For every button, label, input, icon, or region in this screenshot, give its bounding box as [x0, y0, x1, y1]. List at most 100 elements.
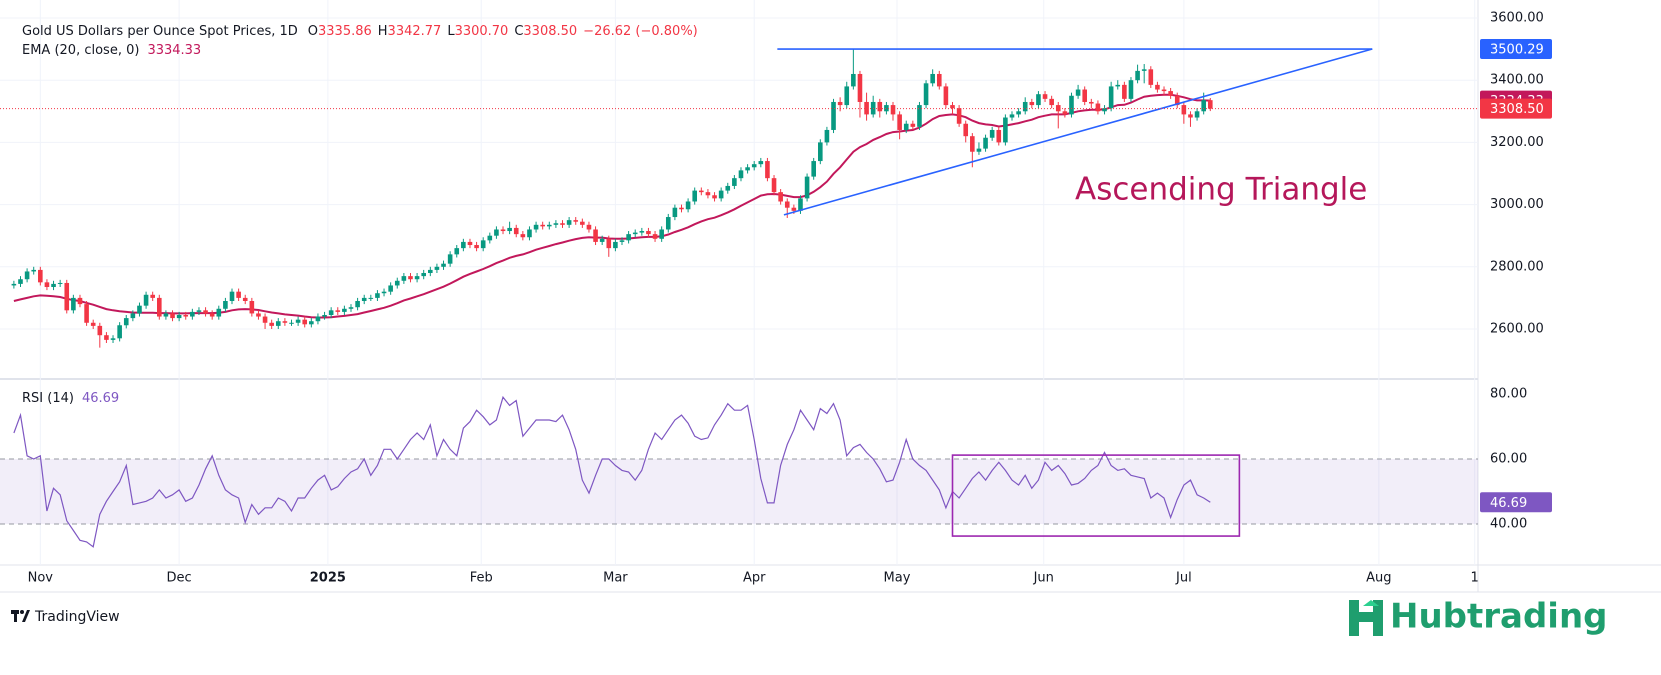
candle-body [38, 269, 43, 283]
candle-body [44, 282, 50, 288]
candle-body [864, 101, 869, 115]
brand-logo [1349, 600, 1383, 636]
candle-body [725, 185, 731, 191]
rsi-name: RSI (14) [22, 391, 74, 406]
candle-body [1108, 86, 1114, 109]
candle-body [1161, 89, 1167, 92]
candle-body [137, 305, 142, 314]
candle-body [970, 136, 975, 152]
candle-body [342, 308, 347, 312]
candle-body [1128, 80, 1134, 99]
candle-body [566, 220, 572, 225]
candle-body [441, 263, 446, 267]
candle-body [190, 311, 195, 317]
candle-body [1069, 95, 1074, 115]
brand-text: Hubtrading [1390, 597, 1608, 637]
y-tick-label: 80.00 [1490, 386, 1527, 401]
candle-body [877, 101, 883, 112]
x-tick-label: Dec [167, 571, 192, 586]
candle-body [1135, 70, 1140, 81]
price-badge [1480, 98, 1552, 119]
candle-body [778, 192, 783, 202]
candle-body [613, 241, 618, 249]
candle-body [1022, 101, 1028, 112]
price-badge-label: 3500.29 [1490, 43, 1544, 58]
legend-key: L [447, 24, 455, 39]
candle-body [1115, 84, 1121, 87]
legend-value: 3308.50 [523, 24, 577, 39]
x-tick-label: 2025 [310, 571, 346, 586]
candle-body [348, 307, 354, 309]
y-tick-label: 2600.00 [1490, 321, 1544, 336]
rsi-value: 46.69 [82, 391, 119, 406]
candle-body [672, 207, 678, 218]
candle-body [712, 195, 717, 199]
candle-body [758, 161, 764, 165]
candle-body [461, 241, 466, 249]
candle-body [513, 227, 519, 235]
candle-body [599, 238, 605, 242]
candle-body [401, 276, 407, 281]
candle-body [903, 123, 909, 130]
legend-line: EMA (20, close, 0) 3334.33 [22, 43, 201, 58]
candle-body [467, 241, 473, 246]
tradingview-logo [11, 610, 30, 622]
candle-body [930, 73, 935, 84]
candle-body [31, 269, 37, 272]
candle-body [104, 335, 109, 340]
candle-body [1141, 69, 1147, 71]
candle-body [1062, 111, 1068, 115]
price-badge [1480, 492, 1552, 513]
candle-body [936, 73, 942, 87]
candle-body [844, 86, 850, 106]
rsi-line [13, 395, 1211, 548]
candle-body [1016, 111, 1021, 115]
candle-body [751, 164, 757, 168]
labels: 2600.00 2800.00 3000.00 3200.00 3400.00 3600.… [22, 11, 1552, 586]
rsi-band [0, 459, 1478, 525]
candle-body [309, 321, 314, 325]
candle-body [394, 280, 400, 286]
candle-body [170, 313, 175, 319]
candle-body [837, 101, 843, 106]
candle-body [494, 229, 499, 236]
highlight-box [951, 454, 1241, 537]
candle-body [355, 301, 360, 308]
x-tick-label: Jul [1175, 571, 1192, 586]
candle-body [771, 178, 777, 193]
candle-body [242, 297, 248, 302]
candle-body [818, 142, 823, 162]
candle-body [527, 229, 532, 238]
trend-line [783, 48, 1373, 216]
y-tick-label: 60.00 [1490, 452, 1527, 467]
candle-body [884, 105, 889, 112]
candle-body [157, 297, 162, 317]
candle-body [368, 297, 374, 299]
candle-body [249, 301, 255, 314]
candle-body [897, 114, 902, 130]
candle-body [454, 248, 460, 255]
x-tick-label: Aug [1366, 571, 1391, 586]
candle-body [1194, 111, 1200, 118]
candle-body [692, 190, 698, 202]
candle-body [1102, 108, 1107, 112]
candle-body [784, 201, 790, 208]
x-tick-label: Apr [743, 571, 766, 586]
candle-body [738, 170, 744, 179]
plot [0, 48, 1478, 548]
candle-body [1122, 84, 1127, 99]
legend-line: Gold US Dollars per Ounce Spot Prices, 1… [22, 24, 698, 39]
candle-body [1201, 100, 1206, 112]
candle-body [573, 220, 579, 222]
candle-body [143, 294, 149, 306]
candle-body [361, 297, 367, 302]
candle-body [1042, 94, 1048, 99]
candle-body [983, 137, 988, 149]
candle-body [414, 276, 420, 280]
candle-body [302, 319, 308, 325]
candle-body [546, 224, 552, 227]
y-tick-label: 40.00 [1490, 517, 1527, 532]
candle-body [487, 235, 493, 241]
candle-body [1029, 101, 1035, 106]
candle-body [90, 322, 96, 326]
